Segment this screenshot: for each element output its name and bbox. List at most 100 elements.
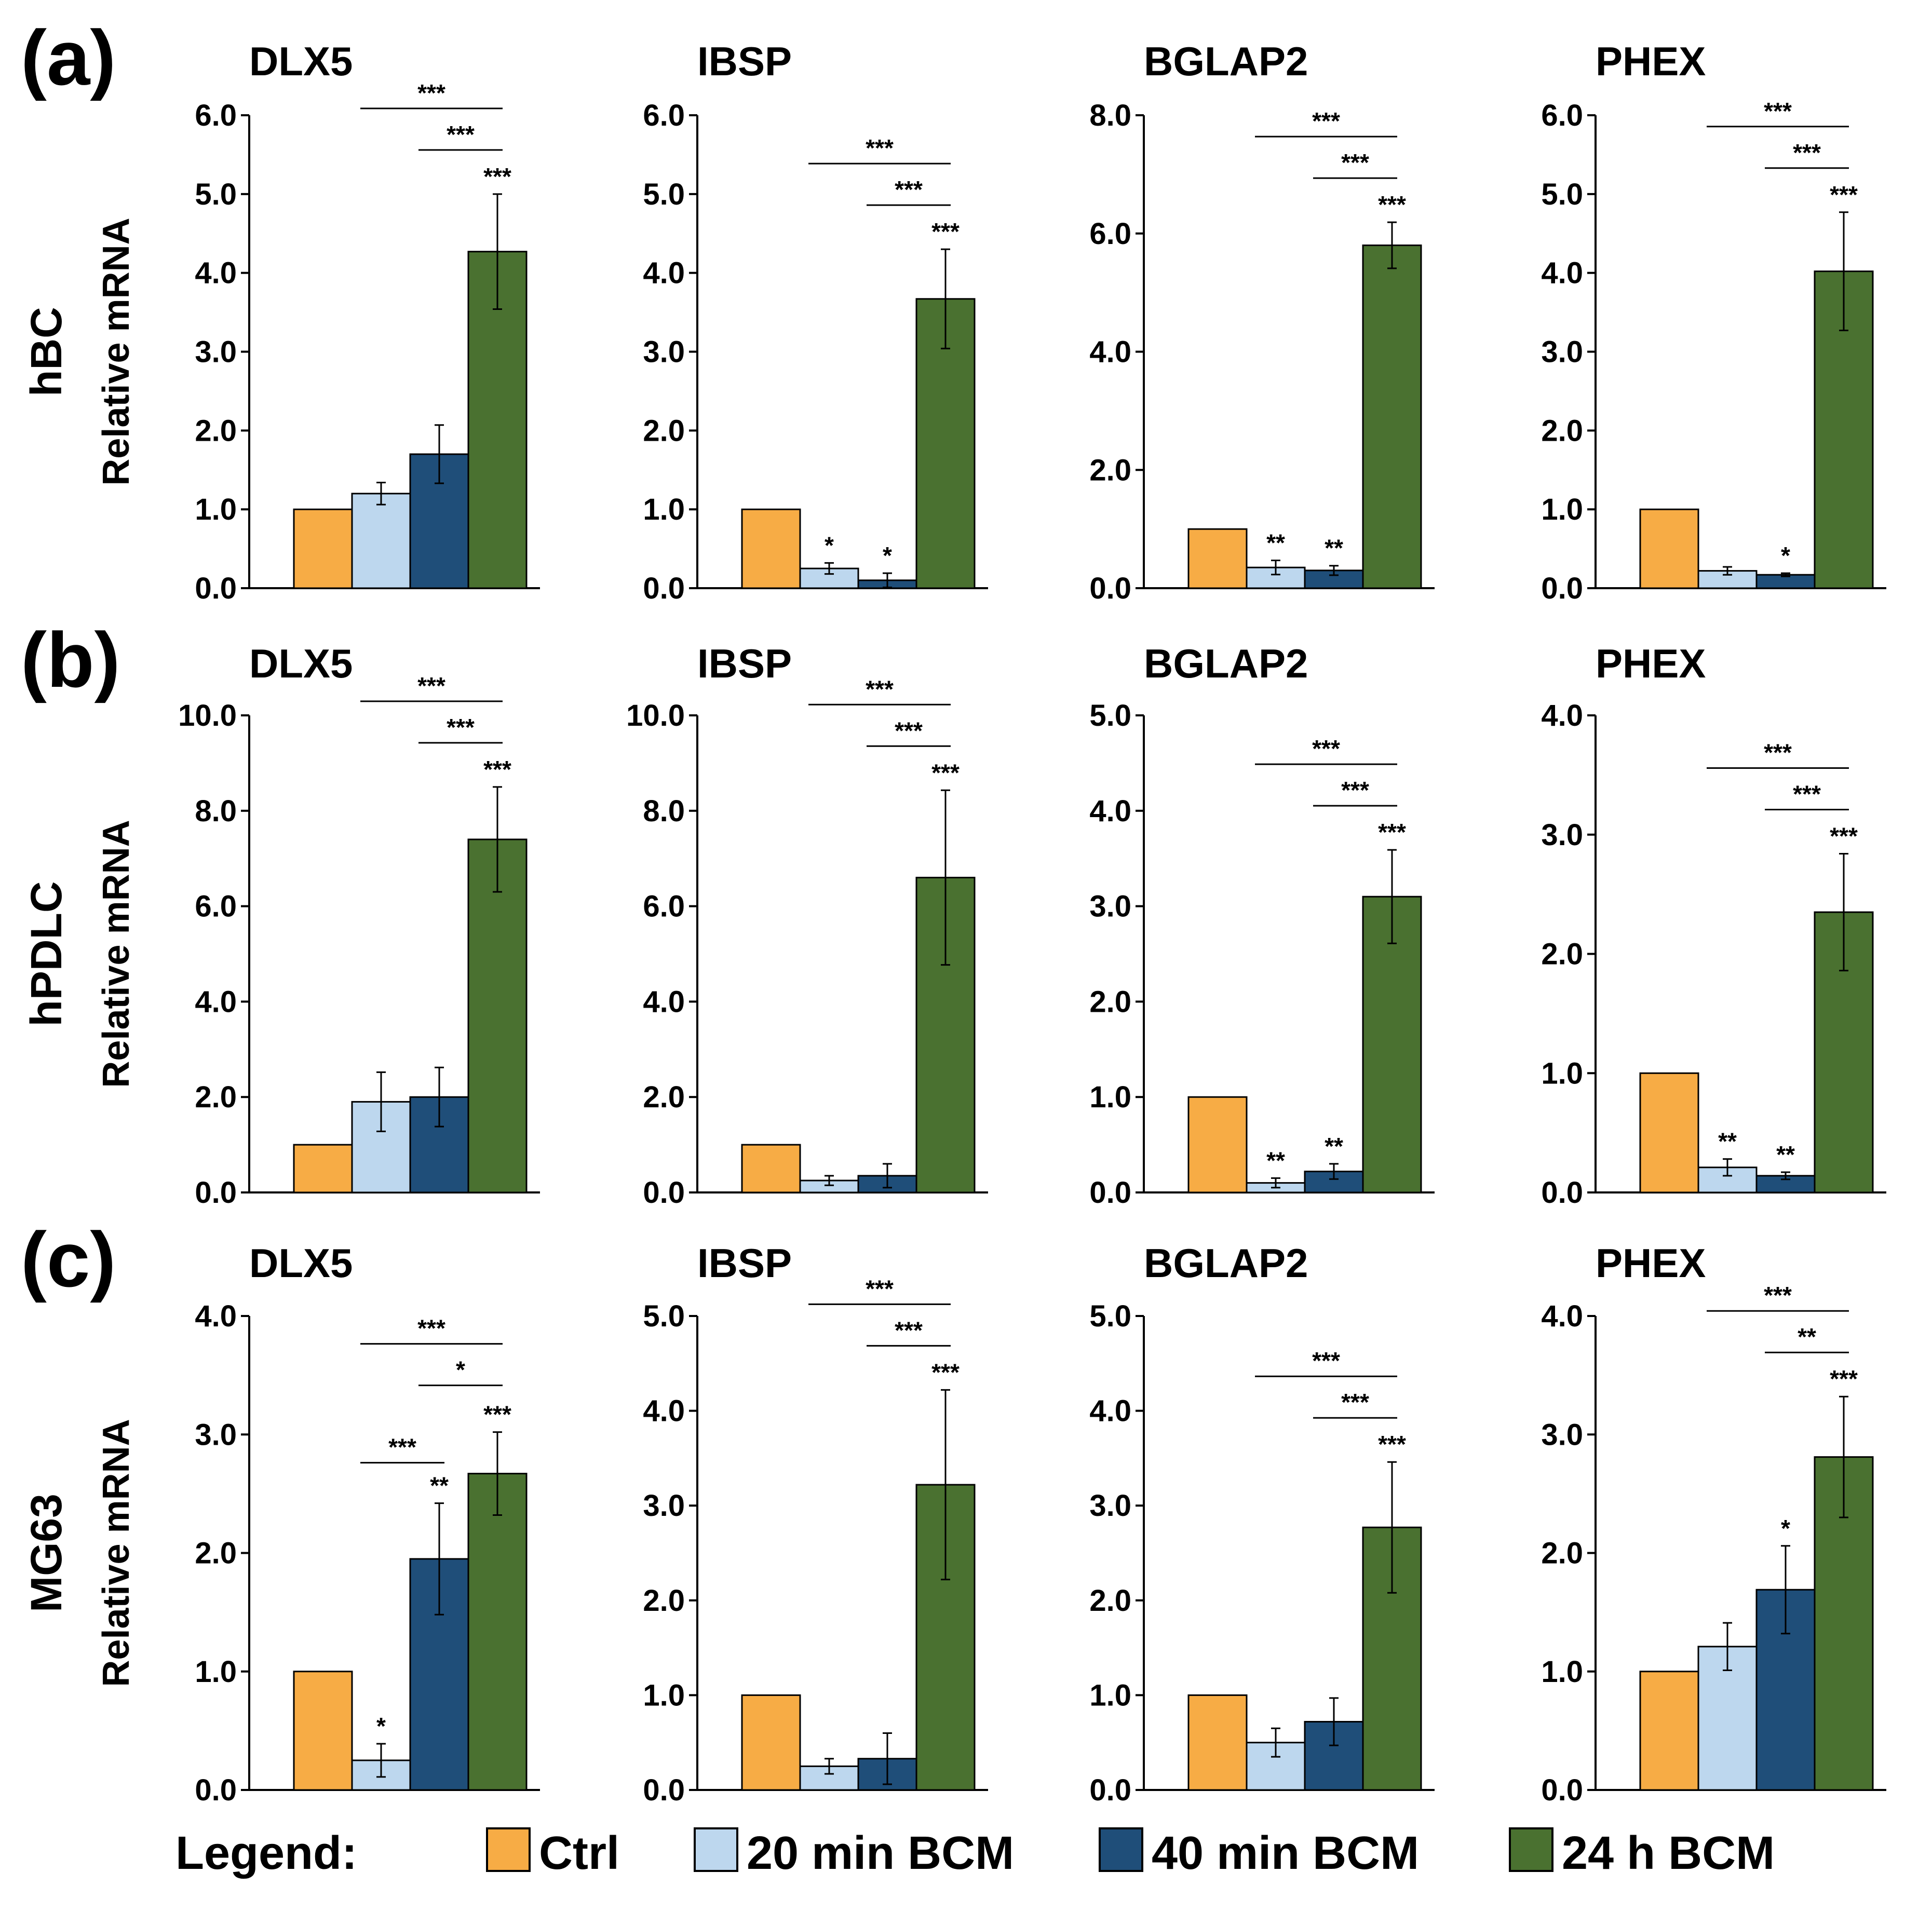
chart-1-1-ytick-label: 8.0 [643, 794, 685, 828]
chart-0-3-bracket-label-0: *** [1764, 98, 1792, 125]
chart-2-0-bracket-label-1: * [456, 1356, 465, 1383]
chart-1-2-ytick-label: 3.0 [1089, 890, 1131, 924]
chart-2-3-title: PHEX [1596, 1240, 1706, 1286]
chart-0-3-bar-1 [1697, 570, 1758, 589]
legend-title: Legend: [175, 1827, 357, 1879]
chart-2-1-ytick-label: 3.0 [643, 1489, 685, 1523]
row-label-1: hPDLC [22, 881, 71, 1027]
chart-1-3-ytick-label: 1.0 [1541, 1056, 1583, 1090]
chart-0-3-significance-2: * [1781, 542, 1790, 569]
chart-0-2-significance-3: *** [1378, 191, 1406, 218]
chart-2-0-bracket-label-0: *** [417, 1315, 445, 1342]
y-axis-label-0: Relative mRNA [96, 218, 137, 485]
chart-1-3-bar-0 [1639, 1072, 1699, 1193]
chart-0-3-ytick-label: 4.0 [1541, 256, 1583, 290]
chart-0-0-title: DLX5 [249, 38, 353, 84]
chart-2-2-bracket-label-1: *** [1341, 1389, 1369, 1416]
chart-1-1-ytick-label: 10.0 [626, 699, 685, 732]
chart-1-1-title: IBSP [697, 641, 792, 686]
chart-2-2-ytick-label: 0.0 [1089, 1773, 1131, 1807]
chart-0-1-bracket-label-0: *** [866, 134, 894, 161]
chart-1-3-ytick-label: 2.0 [1541, 938, 1583, 971]
chart-1-2-bar-0 [1187, 1096, 1248, 1193]
chart-0-0-ytick-label: 1.0 [195, 493, 237, 526]
chart-0-0-ytick-label: 4.0 [195, 256, 237, 290]
chart-2-1-significance-3: *** [931, 1359, 960, 1386]
chart-1-1-ytick-label: 4.0 [643, 985, 685, 1019]
panel-label-0: (a) [21, 14, 116, 101]
chart-1-2-significance-3: *** [1378, 819, 1406, 846]
chart-1-2-ytick-label: 0.0 [1089, 1176, 1131, 1210]
chart-0-1-bracket-label-1: *** [895, 176, 923, 203]
chart-0-3-ytick-label: 0.0 [1541, 572, 1583, 605]
chart-0-1-ytick-label: 5.0 [643, 178, 685, 211]
chart-1-2-ytick-label: 4.0 [1089, 794, 1131, 828]
chart-1-0-ytick-label: 4.0 [195, 985, 237, 1019]
chart-2-3-ytick-label: 2.0 [1541, 1537, 1583, 1570]
y-axis-label-2: Relative mRNA [96, 1419, 137, 1687]
chart-1-2-significance-1: ** [1266, 1147, 1285, 1174]
chart-0-0-bracket-label-0: *** [417, 79, 445, 106]
chart-2-2-ytick-label: 2.0 [1089, 1584, 1131, 1618]
chart-2-2-ytick-label: 1.0 [1089, 1678, 1131, 1712]
chart-2-3-ytick-label: 4.0 [1541, 1299, 1583, 1333]
chart-2-0-significance-1: * [376, 1713, 386, 1740]
row-label-0: hBC [22, 307, 71, 397]
chart-1-0-bar-3 [467, 838, 528, 1193]
chart-0-3-bracket-label-1: *** [1793, 139, 1821, 166]
chart-2-0-bar-3 [467, 1473, 528, 1791]
chart-0-2-title: BGLAP2 [1144, 38, 1308, 84]
legend-swatch-0 [486, 1827, 531, 1872]
chart-1-3-bracket-label-1: *** [1793, 781, 1821, 808]
chart-0-1-ytick-label: 0.0 [643, 572, 685, 605]
legend-label-0: Ctrl [539, 1827, 619, 1879]
chart-2-1-ytick-label: 5.0 [643, 1299, 685, 1333]
chart-0-0-bar-1 [351, 493, 411, 589]
chart-0-2-ytick-label: 4.0 [1089, 335, 1131, 369]
chart-1-1-significance-3: *** [931, 759, 960, 786]
chart-0-1-ytick-label: 6.0 [643, 99, 685, 132]
chart-0-3-ytick-label: 3.0 [1541, 335, 1583, 369]
chart-2-0-title: DLX5 [249, 1240, 353, 1286]
chart-2-1-bar-1 [799, 1765, 859, 1791]
chart-2-3-bracket-label-1: ** [1798, 1323, 1816, 1350]
chart-1-3-bracket-label-0: *** [1764, 739, 1792, 766]
chart-2-1-ytick-label: 4.0 [643, 1394, 685, 1428]
chart-0-2-bracket-label-0: *** [1312, 107, 1340, 134]
legend-label-3: 24 h BCM [1562, 1827, 1775, 1879]
chart-0-2-ytick-label: 6.0 [1089, 217, 1131, 251]
chart-2-0-bar-0 [293, 1671, 353, 1791]
chart-0-0-ytick-label: 3.0 [195, 335, 237, 369]
chart-0-3-ytick-label: 2.0 [1541, 414, 1583, 447]
chart-2-3-ytick-label: 3.0 [1541, 1418, 1583, 1451]
chart-1-1-ytick-label: 6.0 [643, 890, 685, 924]
chart-1-2-ytick-label: 2.0 [1089, 985, 1131, 1019]
legend-swatch-1 [694, 1827, 738, 1872]
chart-1-2-significance-2: ** [1325, 1133, 1343, 1160]
chart-1-0-bar-0 [293, 1144, 353, 1193]
chart-0-3-bar-0 [1639, 508, 1699, 589]
chart-2-1-ytick-label: 2.0 [643, 1584, 685, 1618]
chart-0-1-ytick-label: 1.0 [643, 493, 685, 526]
chart-1-2-ytick-label: 1.0 [1089, 1080, 1131, 1114]
chart-2-1-ytick-label: 1.0 [643, 1678, 685, 1712]
chart-0-1-significance-1: * [825, 532, 834, 559]
chart-2-0-ytick-label: 2.0 [195, 1537, 237, 1570]
chart-0-1-significance-2: * [883, 542, 892, 569]
panel-label-2: (c) [21, 1216, 116, 1303]
chart-2-1-title: IBSP [697, 1240, 792, 1286]
chart-0-3-ytick-label: 6.0 [1541, 99, 1583, 132]
chart-0-2-ytick-label: 2.0 [1089, 453, 1131, 487]
chart-1-2-bracket-label-0: *** [1312, 735, 1340, 762]
chart-0-1-ytick-label: 3.0 [643, 335, 685, 369]
chart-1-3-significance-3: *** [1830, 823, 1858, 850]
chart-1-3-ytick-label: 0.0 [1541, 1176, 1583, 1210]
chart-0-0-ytick-label: 5.0 [195, 178, 237, 211]
chart-1-0-significance-3: *** [483, 756, 511, 783]
chart-1-0-ytick-label: 2.0 [195, 1080, 237, 1114]
chart-2-0-ytick-label: 4.0 [195, 1299, 237, 1333]
chart-1-0-title: DLX5 [249, 641, 353, 686]
chart-1-0-ytick-label: 0.0 [195, 1176, 237, 1210]
chart-2-3-significance-2: * [1781, 1515, 1790, 1542]
